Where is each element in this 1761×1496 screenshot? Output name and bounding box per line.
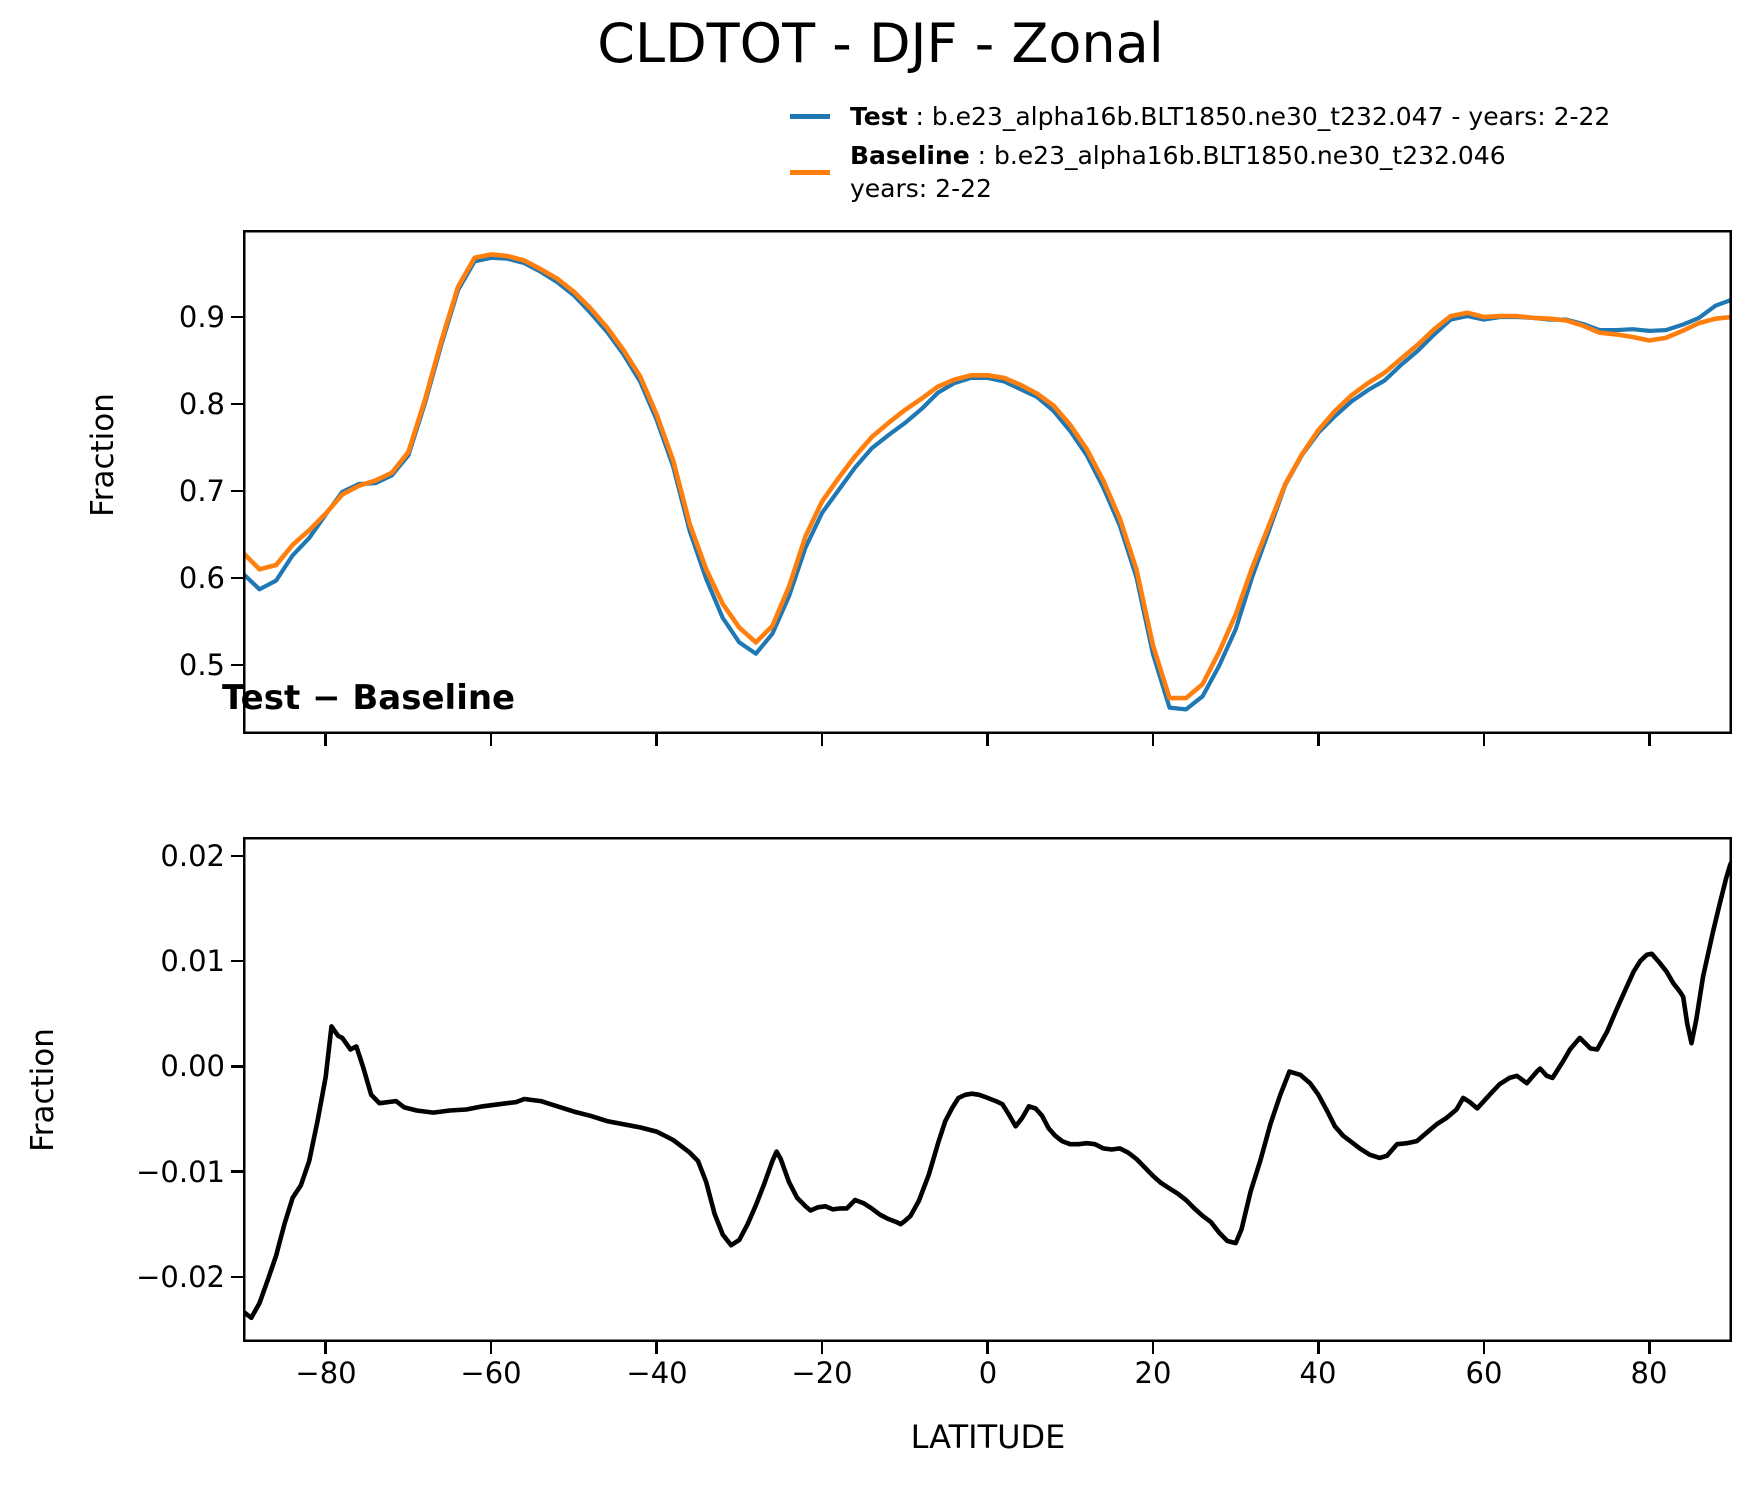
legend-test-text: Test : b.e23_alpha16b.BLT1850.ne30_t232.… [850, 100, 1610, 133]
xtick-label: −20 [791, 1356, 853, 1390]
ytick-label: 0.02 [160, 839, 225, 873]
x-tick-mark [489, 734, 493, 746]
x-tick-mark [489, 1342, 493, 1354]
test-baseline-line [243, 858, 1732, 1321]
y-tick-mark [231, 1275, 243, 1279]
x-tick-mark [1317, 1342, 1320, 1354]
xtick-label: −80 [295, 1356, 357, 1390]
y-tick-mark [231, 1065, 243, 1068]
page-title: CLDTOT - DJF - Zonal [597, 12, 1164, 75]
legend-test-row: Test : b.e23_alpha16b.BLT1850.ne30_t232.… [790, 100, 1610, 133]
xtick-label: 40 [1299, 1356, 1337, 1390]
x-tick-mark [1482, 1342, 1486, 1354]
y-tick-mark [231, 402, 243, 406]
legend-baseline-label: Baseline [850, 141, 970, 170]
xtick-label: 60 [1465, 1356, 1503, 1390]
legend-test-swatch [790, 114, 830, 119]
x-tick-mark [1648, 734, 1651, 746]
xtick-label: −40 [626, 1356, 688, 1390]
ytick-label: −0.01 [136, 1155, 225, 1189]
plot-frame [243, 230, 1732, 734]
x-tick-mark [655, 1342, 658, 1354]
y-tick-mark [231, 576, 243, 580]
legend-baseline-text: Baseline : b.e23_alpha16b.BLT1850.ne30_t… [850, 139, 1506, 205]
xtick-label: 80 [1630, 1356, 1668, 1390]
y-tick-mark [231, 1170, 243, 1173]
xtick-label: 20 [1134, 1356, 1172, 1390]
ytick-label: −0.02 [136, 1260, 225, 1294]
legend-baseline-row: Baseline : b.e23_alpha16b.BLT1850.ne30_t… [790, 139, 1610, 205]
xtick-label: −60 [460, 1356, 522, 1390]
legend-baseline-years: years: 2-22 [850, 174, 992, 203]
x-tick-mark [1648, 1342, 1651, 1354]
y-tick-mark [231, 663, 243, 667]
x-tick-mark [1482, 734, 1486, 746]
ytick-label: 0.5 [178, 648, 225, 682]
x-tick-mark [1151, 734, 1155, 746]
legend-baseline-swatch [790, 169, 830, 175]
plot-frame [243, 837, 1732, 1342]
x-tick-mark [820, 1342, 824, 1354]
ytick-label: 0.00 [160, 1049, 225, 1083]
legend: Test : b.e23_alpha16b.BLT1850.ne30_t232.… [790, 100, 1610, 211]
x-tick-mark [324, 734, 327, 746]
x-tick-mark [986, 1342, 989, 1354]
ytick-label: 0.01 [160, 944, 225, 978]
bottom-panel-plot [243, 837, 1732, 1342]
x-tick-mark [324, 1342, 327, 1354]
legend-baseline-desc: : b.e23_alpha16b.BLT1850.ne30_t232.046 [969, 141, 1506, 170]
xtick-label: 0 [978, 1356, 998, 1390]
ytick-label: 0.6 [178, 561, 225, 595]
baseline-line [243, 252, 1732, 701]
x-tick-mark [1317, 734, 1320, 746]
legend-test-label: Test [850, 102, 908, 131]
test-line [243, 255, 1732, 712]
x-tick-mark [655, 734, 658, 746]
ytick-label: 0.8 [178, 387, 225, 421]
y-axis-label-top: Fraction [85, 393, 121, 517]
x-tick-mark [820, 734, 824, 746]
panel2-heading: Test − Baseline [222, 678, 516, 718]
top-panel-plot [243, 230, 1732, 734]
y-tick-mark [231, 315, 243, 319]
x-axis-label: LATITUDE [910, 1418, 1066, 1456]
x-tick-mark [1151, 1342, 1155, 1354]
y-tick-mark [231, 854, 243, 858]
x-tick-mark [986, 734, 989, 746]
ytick-label: 0.7 [178, 474, 225, 508]
y-tick-mark [231, 489, 243, 493]
y-tick-mark [231, 959, 243, 963]
legend-baseline-line1: Baseline : b.e23_alpha16b.BLT1850.ne30_t… [850, 139, 1506, 172]
legend-test-desc: : b.e23_alpha16b.BLT1850.ne30_t232.047 -… [907, 102, 1611, 131]
y-axis-label-bottom: Fraction [25, 1028, 61, 1152]
ytick-label: 0.9 [178, 300, 225, 334]
